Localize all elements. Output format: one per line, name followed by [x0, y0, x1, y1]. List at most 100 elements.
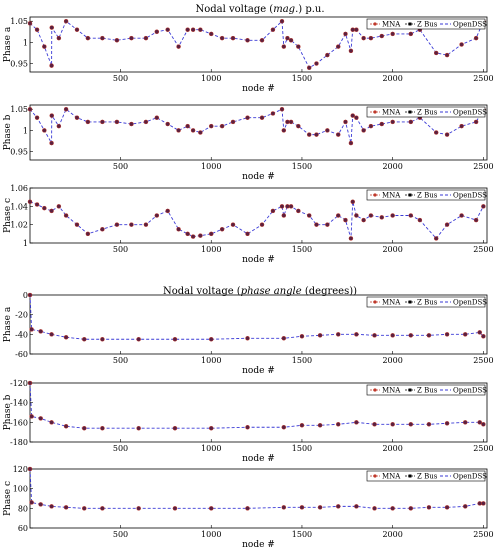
data-point [335, 422, 341, 427]
data-point [462, 504, 468, 509]
data-point [219, 35, 225, 41]
y-tick-label: -60 [15, 350, 28, 359]
legend-mna-marker [373, 110, 377, 114]
x-tick-label: 1000 [201, 530, 221, 539]
x-tick-label: 2000 [382, 74, 402, 83]
data-point [198, 27, 203, 32]
data-point [245, 506, 250, 511]
y-tick-label: 0 [23, 291, 28, 300]
legend-mna-label: MNA [382, 387, 401, 395]
data-point [114, 119, 120, 125]
data-point [408, 119, 414, 125]
x-tick-label: 1500 [292, 530, 312, 539]
data-point [49, 208, 54, 214]
legend-mna-label: MNA [382, 109, 401, 117]
data-point [129, 35, 134, 41]
x-axis-label: node # [242, 366, 275, 376]
legend-mna-marker [373, 388, 377, 392]
y-tick-label: 80 [18, 504, 28, 513]
data-point [245, 38, 250, 43]
data-point [185, 123, 190, 129]
data-point [325, 52, 330, 58]
legend-opendss-label: OpenDSS [453, 192, 487, 200]
data-point [34, 202, 40, 207]
data-point [343, 119, 348, 125]
data-point [379, 33, 385, 39]
data-point [335, 132, 341, 137]
legend-box [366, 470, 486, 482]
data-point [154, 29, 160, 35]
data-point [444, 332, 450, 337]
data-point [34, 115, 40, 120]
legend-mna-marker [373, 193, 377, 197]
data-point [296, 123, 301, 129]
data-point [417, 217, 423, 223]
legend-zbus-marker [408, 300, 412, 304]
data-point [63, 424, 69, 429]
magnitude-title: Nodal voltage (mag.) p.u. [195, 4, 324, 15]
data-point [348, 236, 354, 241]
data-point [325, 128, 330, 133]
data-point [129, 121, 134, 127]
legend-zbus-marker [408, 22, 412, 26]
data-point [176, 227, 181, 232]
legend-zbus-label: Z Bus [417, 21, 438, 29]
data-point [444, 222, 450, 227]
data-point [49, 63, 54, 68]
data-point [361, 128, 366, 133]
data-point [444, 52, 450, 58]
data-point [74, 27, 80, 32]
data-point [390, 422, 395, 427]
data-point [49, 113, 55, 118]
data-point [81, 506, 87, 511]
x-tick-label: 2500 [473, 162, 493, 171]
legend-mna-label: MNA [382, 299, 401, 307]
data-point [408, 422, 414, 427]
data-point [136, 506, 141, 511]
data-point [281, 44, 287, 49]
y-axis-label: Phase c [3, 481, 13, 516]
data-point [317, 423, 323, 428]
data-point [372, 506, 377, 511]
data-point [136, 337, 141, 342]
plot-frame [29, 468, 488, 529]
data-point [325, 222, 330, 227]
x-axis-label: node # [242, 454, 275, 464]
data-point [185, 27, 190, 32]
legend-box [366, 384, 486, 396]
data-point [245, 231, 250, 237]
data-point [335, 332, 341, 337]
legend-mna-label: MNA [382, 473, 401, 481]
data-point [270, 208, 276, 214]
x-tick-label: 1000 [201, 245, 221, 254]
data-point [190, 128, 196, 133]
y-tick-label: 1.05 [10, 17, 28, 26]
data-point [81, 337, 87, 342]
data-point [299, 423, 305, 428]
opendss-series-line [29, 201, 484, 240]
data-point [154, 115, 160, 120]
data-point [433, 236, 439, 241]
x-tick-label: 1000 [201, 444, 221, 453]
legend: MNA Z Bus OpenDSS [366, 384, 487, 396]
data-point [245, 425, 250, 430]
data-point [426, 422, 432, 427]
legend-zbus-marker [408, 110, 412, 114]
legend-mna-label: MNA [382, 21, 401, 29]
y-tick-label: 0.95 [10, 60, 28, 69]
x-tick-label: 2500 [473, 356, 493, 365]
panel-magnitude-phase-c: 500 1000 1500 2000 2500 1 1.02 1.04 1.06 Phase c n… [3, 184, 494, 265]
data-point [354, 115, 359, 120]
y-axis-label: Phase b [3, 114, 13, 150]
legend-box [366, 189, 486, 201]
angle-title: Nodal voltage (phase angle (degrees)) [163, 286, 357, 297]
y-tick-label: 1.06 [10, 184, 28, 193]
data-point [317, 505, 323, 510]
x-tick-label: 500 [113, 356, 128, 365]
data-point [285, 35, 290, 41]
data-point [444, 421, 450, 426]
x-axis-label: node # [242, 172, 275, 182]
data-point [34, 27, 40, 32]
data-point [270, 27, 276, 32]
